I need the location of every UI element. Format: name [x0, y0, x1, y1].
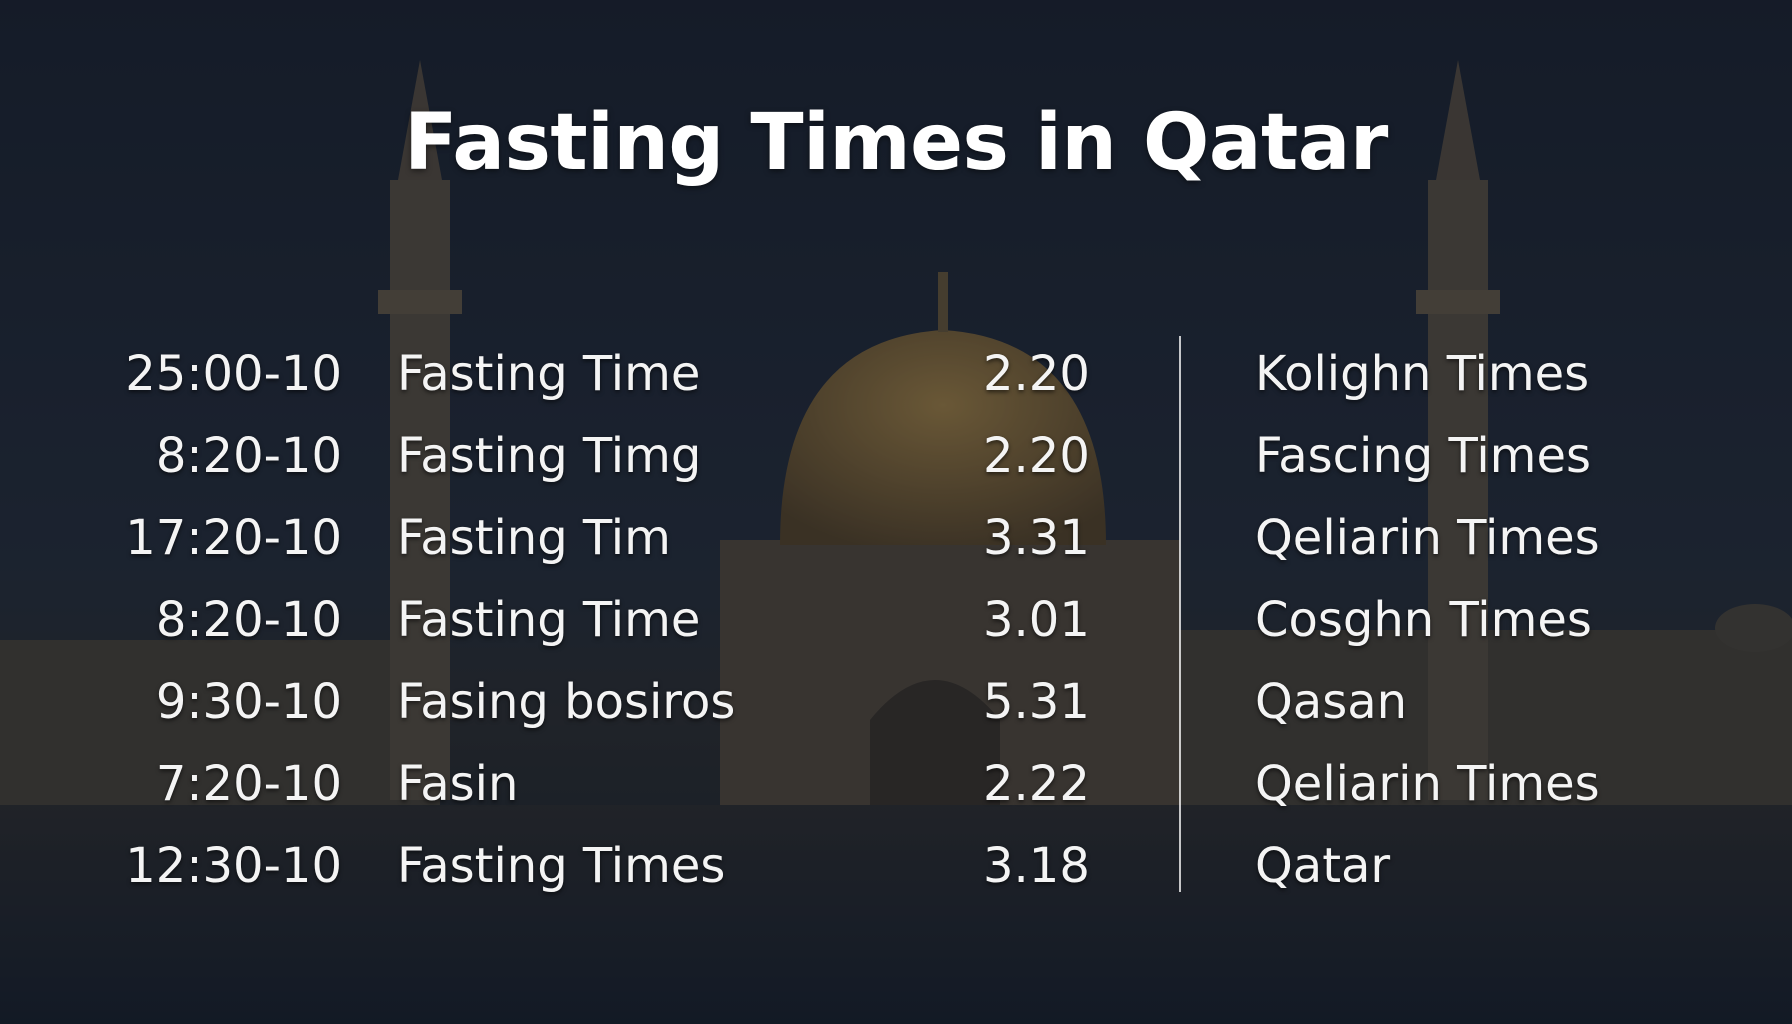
table-row: 25:00-10 Fasting Time 2.20 Kolighn Times — [0, 336, 1792, 418]
table-row: 8:20-10 Fasting Timg 2.20 Fascing Times — [0, 418, 1792, 500]
table-row: 9:30-10 Fasing bosiros 5.31 Qasan — [0, 664, 1792, 746]
time-cell: 17:20-10 — [125, 510, 342, 566]
label-cell: Fasting Times — [397, 838, 726, 894]
page-title: Fasting Times in Qatar — [404, 98, 1388, 188]
label-cell: Fasin — [397, 756, 519, 812]
table-row: 7:20-10 Fasin 2.22 Qeliarin Times — [0, 746, 1792, 828]
label-cell: Fasting Timg — [397, 428, 702, 484]
label-cell: Fasting Time — [397, 592, 701, 648]
value-cell: 3.31 — [983, 510, 1090, 566]
label-cell: Fasting Time — [397, 346, 701, 402]
time-cell: 8:20-10 — [155, 428, 342, 484]
time-cell: 9:30-10 — [155, 674, 342, 730]
time-cell: 25:00-10 — [125, 346, 342, 402]
time-cell: 8:20-10 — [155, 592, 342, 648]
right-label-cell: Kolighn Times — [1255, 346, 1590, 402]
table-row: 12:30-10 Fasting Times 3.18 Qatar — [0, 828, 1792, 910]
time-cell: 7:20-10 — [155, 756, 342, 812]
value-cell: 5.31 — [983, 674, 1090, 730]
right-label-cell: Fascing Times — [1255, 428, 1591, 484]
right-label-cell: Qeliarin Times — [1255, 756, 1600, 812]
value-cell: 3.01 — [983, 592, 1090, 648]
table-row: 8:20-10 Fasting Time 3.01 Cosghn Times — [0, 582, 1792, 664]
right-label-cell: Cosghn Times — [1255, 592, 1592, 648]
column-divider — [1179, 336, 1181, 892]
label-cell: Fasing bosiros — [397, 674, 736, 730]
value-cell: 2.20 — [983, 428, 1090, 484]
table-row: 17:20-10 Fasting Tim 3.31 Qeliarin Times — [0, 500, 1792, 582]
value-cell: 2.22 — [983, 756, 1090, 812]
right-label-cell: Qasan — [1255, 674, 1408, 730]
time-cell: 12:30-10 — [125, 838, 342, 894]
value-cell: 2.20 — [983, 346, 1090, 402]
value-cell: 3.18 — [983, 838, 1090, 894]
right-label-cell: Qatar — [1255, 838, 1391, 894]
right-label-cell: Qeliarin Times — [1255, 510, 1600, 566]
label-cell: Fasting Tim — [397, 510, 671, 566]
